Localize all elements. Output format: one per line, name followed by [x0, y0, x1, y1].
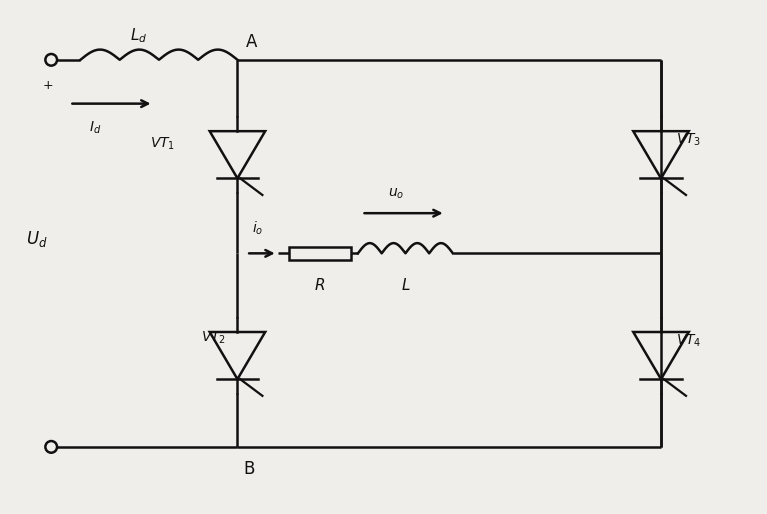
Text: +: +: [42, 79, 53, 92]
Text: $VT_1$: $VT_1$: [150, 136, 176, 152]
Text: $VT_4$: $VT_4$: [676, 333, 701, 349]
Text: $R$: $R$: [314, 277, 325, 292]
Text: $u_o$: $u_o$: [388, 187, 404, 201]
Text: $L_d$: $L_d$: [130, 27, 147, 45]
Text: $I_d$: $I_d$: [89, 120, 101, 136]
Text: $VT_2$: $VT_2$: [201, 329, 226, 345]
Bar: [288, 247, 351, 260]
Text: $i_o$: $i_o$: [252, 220, 264, 237]
Text: A: A: [246, 33, 258, 51]
Text: $L$: $L$: [400, 277, 410, 292]
Text: $U_d$: $U_d$: [26, 229, 48, 249]
Text: $VT_3$: $VT_3$: [676, 132, 701, 149]
Text: B: B: [243, 460, 255, 478]
